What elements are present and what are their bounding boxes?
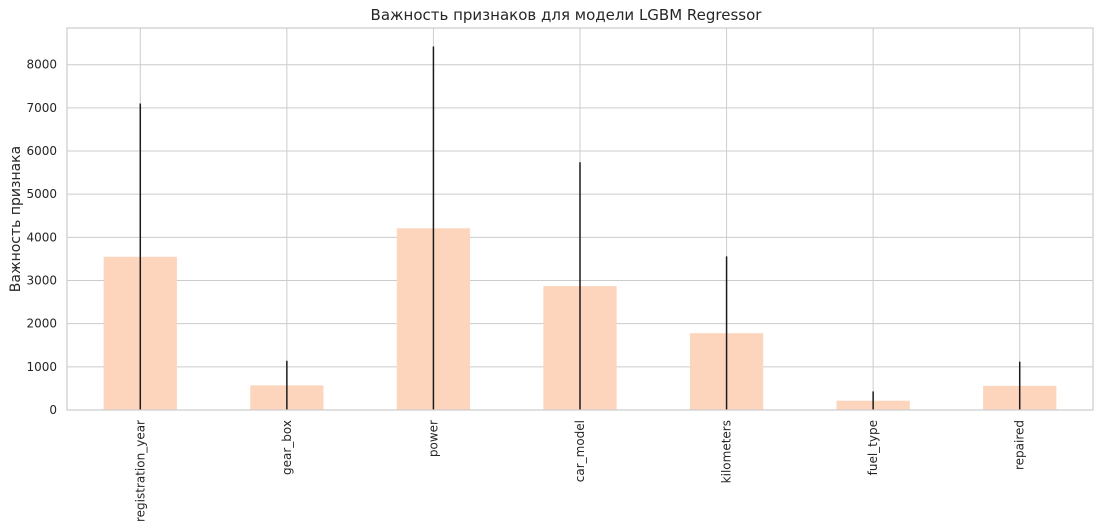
y-axis-label: Важность признака: [8, 146, 24, 292]
plot-frame: [66, 27, 1094, 411]
y-tick-label: 2000: [26, 317, 57, 331]
y-tick-label: 7000: [26, 101, 57, 115]
y-tick-label: 3000: [26, 274, 57, 288]
x-tick-label: registration_year: [133, 420, 147, 522]
x-tick-label: car_model: [573, 420, 587, 482]
x-tick-label: power: [426, 420, 440, 457]
x-tick-labels: registration_year gear_box power car_model k…: [133, 420, 1026, 522]
y-tick-label: 5000: [26, 187, 57, 201]
x-tick-label: gear_box: [280, 420, 294, 475]
x-tick-label: fuel_type: [866, 420, 880, 475]
y-tick-label: 6000: [26, 144, 57, 158]
axes-frame: [66, 27, 1094, 411]
y-tick-labels: 0 1000 2000 3000 4000 5000 6000 7000 8000: [26, 58, 57, 417]
error-bars: [139, 46, 1021, 410]
x-tick-label: repaired: [1013, 420, 1027, 470]
y-tick-label: 0: [49, 403, 57, 417]
y-tick-label: 4000: [26, 230, 57, 244]
y-tick-label: 1000: [26, 360, 57, 374]
x-tick-label: kilometers: [720, 420, 734, 483]
y-tick-label: 8000: [26, 58, 57, 72]
chart-title: Важность признаков для модели LGBM Regre…: [371, 6, 763, 24]
